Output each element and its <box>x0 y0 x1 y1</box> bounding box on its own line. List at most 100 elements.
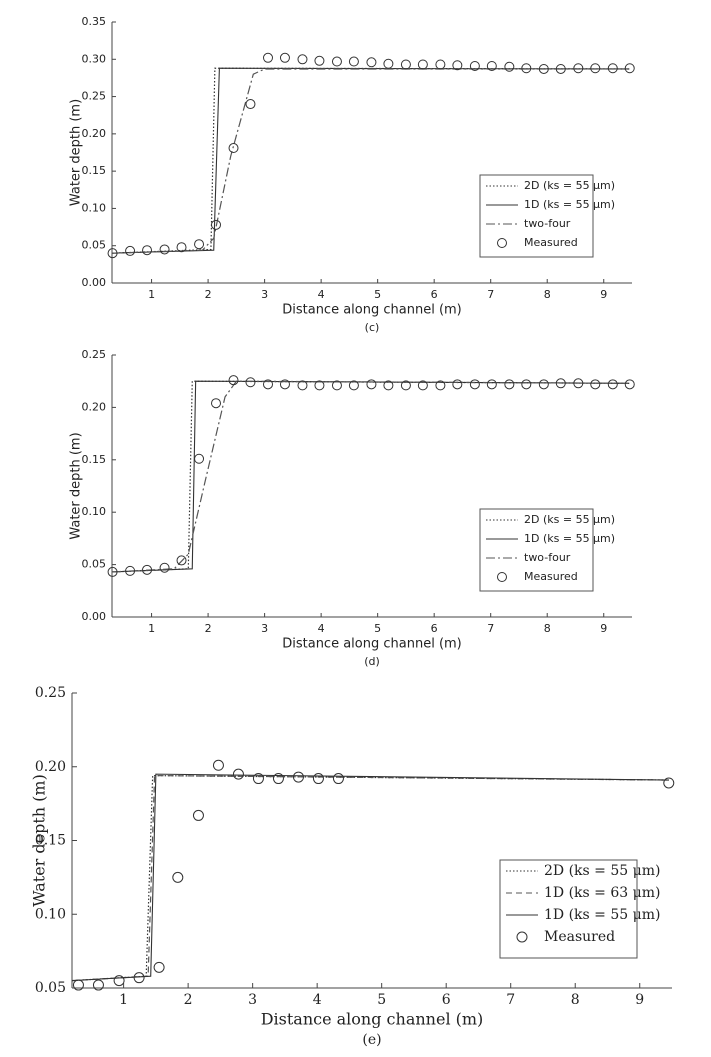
marker <box>232 768 244 780</box>
x-tick-label: 5 <box>374 622 381 635</box>
chart-c: 0.00 0.05 0.10 0.15 0.20 0.25 0.30 0.35 1 2 3 4 5 6 7 8… <box>69 15 635 334</box>
marker <box>590 63 601 74</box>
marker <box>194 453 205 464</box>
y-tick-label: 0.10 <box>35 906 66 922</box>
x-tick-label: 9 <box>600 288 607 301</box>
legend-box <box>479 174 594 258</box>
x-tick-label: 7 <box>487 622 494 635</box>
marker <box>194 239 205 250</box>
marker <box>176 242 187 253</box>
x-tick-label: 2 <box>205 288 212 301</box>
x-tick-label: 7 <box>487 288 494 301</box>
marker <box>142 245 153 256</box>
marker <box>366 379 377 390</box>
marker <box>348 380 359 391</box>
x-tick-label: 4 <box>318 622 325 635</box>
legend-label: 1D (ks = 55 μm) <box>524 198 615 211</box>
marker <box>400 380 411 391</box>
x-tick-label: 2 <box>184 992 193 1008</box>
marker <box>228 143 239 154</box>
caption: (d) <box>364 655 380 668</box>
y-tick-label: 0.05 <box>82 558 107 571</box>
caption: (c) <box>365 321 380 334</box>
legend-label: 2D (ks = 55 μm) <box>544 863 660 879</box>
legend-label: 1D (ks = 55 μm) <box>524 532 615 545</box>
marker <box>383 58 394 69</box>
legend-marker <box>497 572 507 582</box>
y-tick-label: 0.30 <box>82 52 107 65</box>
x-tick-label: 9 <box>600 622 607 635</box>
marker <box>573 63 584 74</box>
marker <box>435 59 446 70</box>
marker <box>504 379 515 390</box>
marker <box>297 380 308 391</box>
x-tick-label: 4 <box>313 992 322 1008</box>
x-tick-label: 3 <box>261 288 268 301</box>
y-tick-label: 0.00 <box>82 276 107 289</box>
marker <box>663 777 675 789</box>
marker <box>331 56 342 67</box>
marker <box>125 245 136 256</box>
x-tick-label: 8 <box>544 288 551 301</box>
x-tick-label: 7 <box>506 992 515 1008</box>
y-tick-label: 0.05 <box>35 980 66 996</box>
marker <box>153 961 165 973</box>
marker <box>245 99 256 110</box>
x-axis-title: Distance along channel (m) <box>261 1010 484 1029</box>
x-tick-label: 6 <box>431 622 438 635</box>
x-tick-label: 8 <box>544 622 551 635</box>
x-tick-label: 6 <box>442 992 451 1008</box>
marker <box>607 63 618 74</box>
marker <box>72 979 84 991</box>
marker <box>555 63 566 74</box>
legend-label: Measured <box>524 570 578 583</box>
marker <box>332 773 344 785</box>
legend-label: 2D (ks = 55 μm) <box>524 179 615 192</box>
legend-marker <box>516 931 528 943</box>
caption: (e) <box>362 1032 381 1048</box>
y-tick-label: 0.10 <box>82 505 107 518</box>
x-tick-label: 9 <box>635 992 644 1008</box>
marker <box>624 379 635 390</box>
marker <box>555 378 566 389</box>
marker <box>331 380 342 391</box>
marker <box>417 380 428 391</box>
y-tick-label: 0.00 <box>82 610 107 623</box>
line <box>71 774 669 982</box>
marker <box>279 52 290 63</box>
y-tick-label: 0.20 <box>82 127 107 140</box>
marker <box>212 759 224 771</box>
y-axis-title: Water depth (m) <box>69 99 84 206</box>
marker <box>159 244 170 255</box>
x-tick-label: 3 <box>261 622 268 635</box>
marker <box>159 562 170 573</box>
y-tick-label: 0.35 <box>82 15 107 28</box>
marker <box>400 59 411 70</box>
legend-label: 2D (ks = 55 μm) <box>524 513 615 526</box>
y-tick-label: 0.25 <box>82 90 107 103</box>
y-tick-label: 0.20 <box>82 400 107 413</box>
marker <box>211 219 221 230</box>
y-tick-label: 0.25 <box>82 348 107 361</box>
y-tick-label: 0.05 <box>82 239 107 252</box>
y-tick-label: 0.15 <box>82 164 107 177</box>
x-tick-label: 1 <box>148 288 155 301</box>
line <box>71 773 669 982</box>
marker <box>263 379 273 390</box>
legend-label: two-four <box>524 217 571 230</box>
marker <box>292 771 304 783</box>
marker <box>107 248 118 259</box>
y-tick-label: 0.15 <box>82 453 107 466</box>
marker <box>133 972 145 984</box>
y-tick-label: 0.10 <box>82 201 107 214</box>
marker <box>211 398 221 409</box>
y-tick-label: 0.20 <box>35 759 66 775</box>
marker <box>607 379 618 390</box>
marker <box>172 871 184 883</box>
marker <box>538 379 549 390</box>
legend-label: Measured <box>544 929 615 945</box>
marker <box>107 566 118 577</box>
legend-label: 1D (ks = 55 μm) <box>544 907 660 923</box>
